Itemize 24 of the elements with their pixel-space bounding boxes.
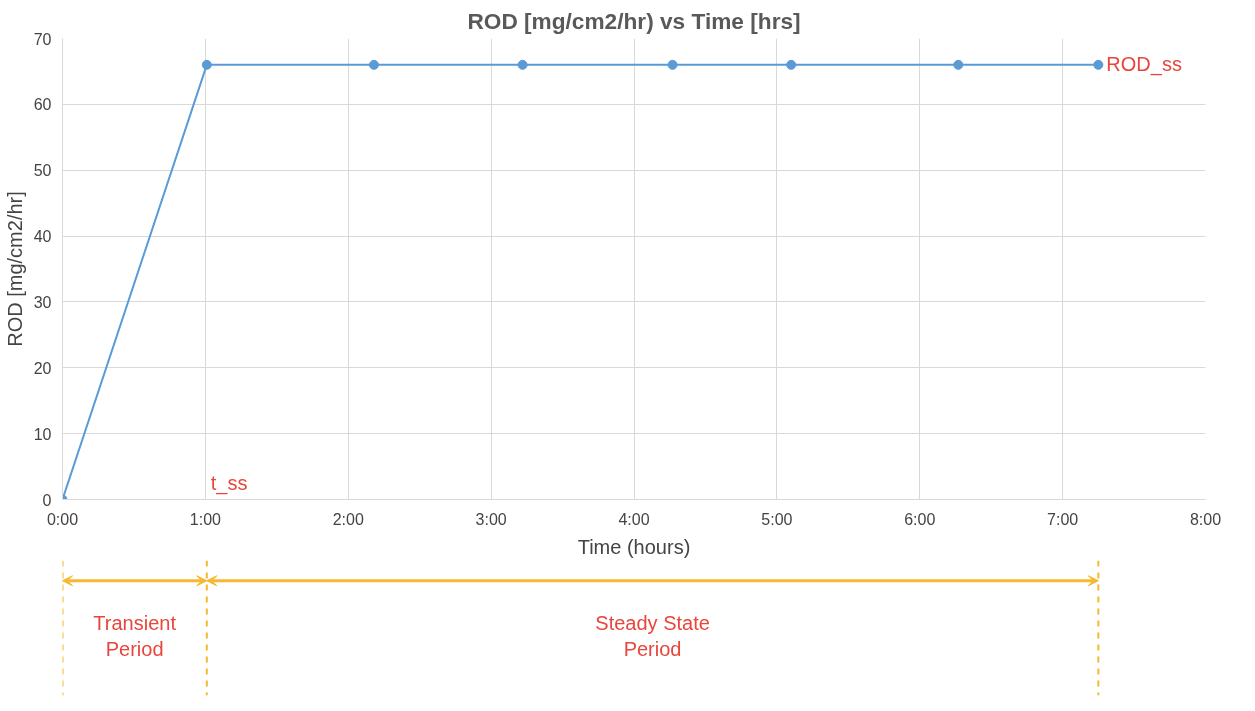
x-axis-title: Time (hours)	[577, 535, 691, 558]
annotation: t_ss	[210, 471, 248, 495]
x-tick-label: 8:00	[1189, 510, 1222, 528]
text: Transient Period	[93, 611, 177, 661]
y-tick-label: 70	[33, 30, 52, 48]
y-tick-label: 50	[33, 162, 52, 180]
x-tick-label: 5:00	[761, 510, 793, 528]
chart-title: ROD [mg/cm2/hr) vs Time [hrs]	[467, 7, 801, 34]
y-axis-title: ROD [mg/cm2/hr]	[3, 191, 26, 347]
x-tick-label: 2:00	[332, 510, 364, 528]
x-tick-label: 1:00	[189, 510, 222, 528]
x-tick-label: 4:00	[618, 510, 650, 528]
y-tick-label: 60	[33, 96, 52, 114]
y-tick-label: 0	[42, 491, 52, 509]
x-tick-label: 6:00	[904, 510, 936, 528]
text: Steady State Period	[595, 611, 710, 661]
y-tick-label: 30	[33, 293, 52, 311]
y-tick-label: 40	[33, 228, 52, 246]
x-tick-label: 0:00	[46, 510, 79, 528]
y-tick-label: 10	[33, 425, 52, 443]
x-tick-label: 3:00	[475, 510, 507, 528]
annotation: ROD_ss	[1106, 52, 1182, 76]
y-tick-label: 20	[33, 359, 52, 377]
x-tick-label: 7:00	[1047, 510, 1079, 528]
